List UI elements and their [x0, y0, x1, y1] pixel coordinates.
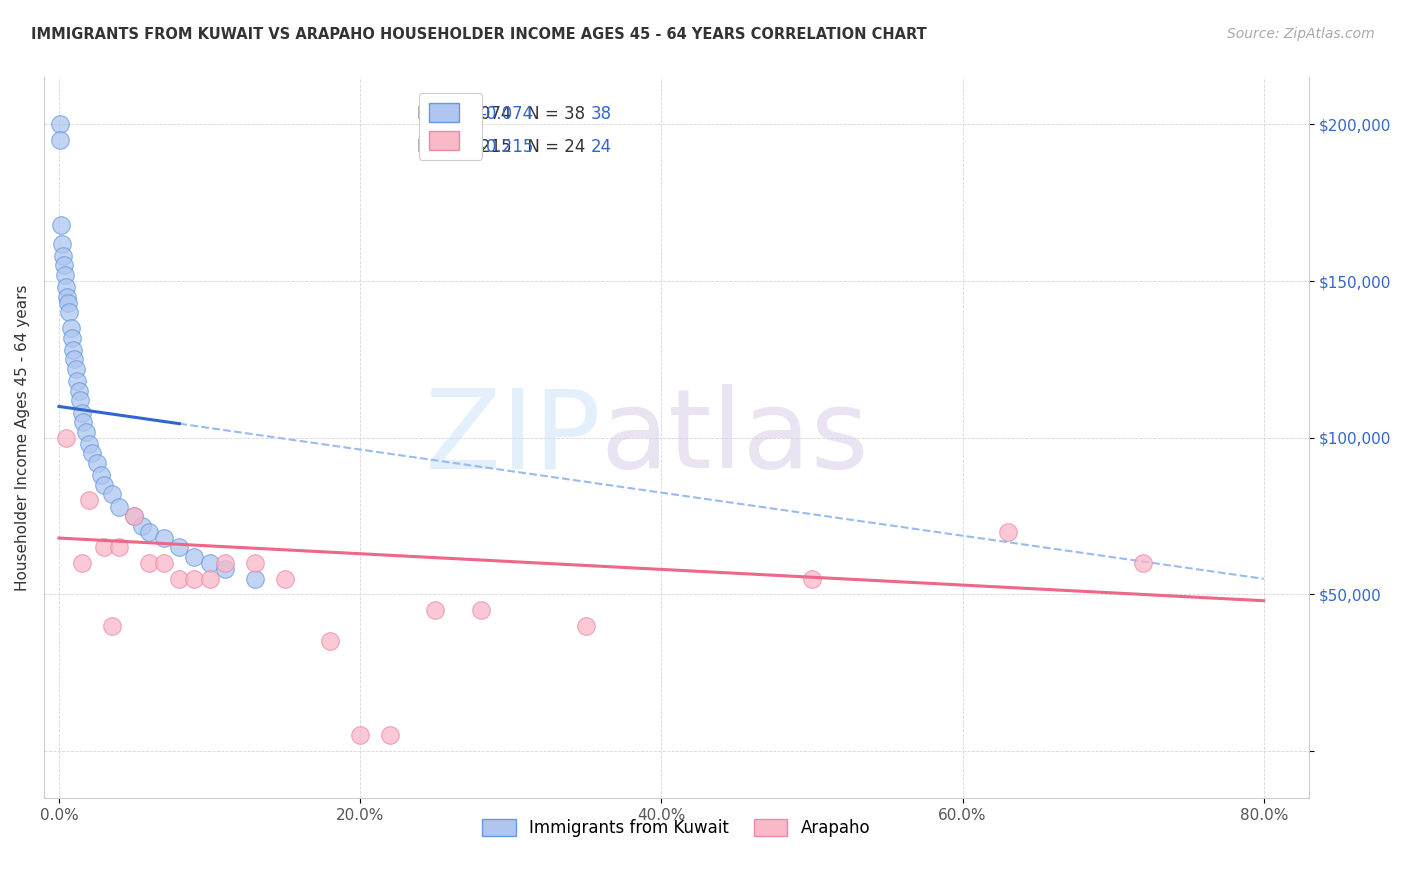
Point — [800, 572, 823, 586]
Point — [108, 500, 131, 514]
Text: R =  -0.215   N = 24: R = -0.215 N = 24 — [418, 137, 585, 156]
Point — [59, 321, 82, 335]
Text: 24: 24 — [591, 137, 612, 156]
Point — [108, 541, 131, 555]
Point — [319, 634, 342, 648]
Legend: Immigrants from Kuwait, Arapaho: Immigrants from Kuwait, Arapaho — [475, 813, 877, 844]
Point — [122, 509, 145, 524]
Point — [51, 218, 73, 232]
Point — [63, 352, 86, 367]
Point — [67, 384, 90, 398]
Point — [100, 619, 122, 633]
Point — [48, 118, 70, 132]
Point — [380, 729, 402, 743]
Point — [52, 249, 75, 263]
Point — [56, 290, 79, 304]
Text: 38: 38 — [591, 105, 612, 123]
Point — [183, 572, 205, 586]
Point — [997, 524, 1019, 539]
Point — [153, 556, 176, 570]
Point — [138, 556, 160, 570]
Point — [72, 415, 94, 429]
Point — [58, 305, 80, 319]
Point — [198, 572, 221, 586]
Text: IMMIGRANTS FROM KUWAIT VS ARAPAHO HOUSEHOLDER INCOME AGES 45 - 64 YEARS CORRELAT: IMMIGRANTS FROM KUWAIT VS ARAPAHO HOUSEH… — [31, 27, 927, 42]
Point — [274, 572, 297, 586]
Point — [86, 456, 108, 470]
Text: -0.074: -0.074 — [481, 105, 533, 123]
Point — [214, 556, 236, 570]
Point — [75, 425, 97, 439]
Point — [77, 493, 100, 508]
Point — [70, 556, 93, 570]
Text: ZIP: ZIP — [425, 384, 600, 491]
Point — [51, 236, 73, 251]
Point — [1132, 556, 1154, 570]
Point — [53, 259, 76, 273]
Point — [66, 375, 89, 389]
Point — [60, 330, 83, 344]
Point — [243, 572, 266, 586]
Point — [349, 729, 371, 743]
Point — [470, 603, 492, 617]
Point — [100, 487, 122, 501]
Text: -0.215: -0.215 — [481, 137, 534, 156]
Point — [183, 549, 205, 564]
Point — [56, 296, 79, 310]
Point — [153, 531, 176, 545]
Point — [425, 603, 447, 617]
Point — [70, 406, 93, 420]
Point — [169, 541, 191, 555]
Point — [62, 343, 84, 357]
Point — [198, 556, 221, 570]
Point — [90, 468, 112, 483]
Point — [138, 524, 160, 539]
Point — [93, 477, 115, 491]
Point — [80, 446, 103, 460]
Point — [55, 280, 77, 294]
Point — [65, 362, 87, 376]
Point — [243, 556, 266, 570]
Point — [53, 268, 76, 282]
Point — [49, 133, 72, 147]
Point — [69, 393, 91, 408]
Point — [122, 509, 145, 524]
Y-axis label: Householder Income Ages 45 - 64 years: Householder Income Ages 45 - 64 years — [15, 285, 30, 591]
Point — [214, 562, 236, 576]
Point — [93, 541, 115, 555]
Point — [55, 431, 77, 445]
Point — [131, 518, 153, 533]
Text: atlas: atlas — [600, 384, 869, 491]
Point — [77, 437, 100, 451]
Text: Source: ZipAtlas.com: Source: ZipAtlas.com — [1227, 27, 1375, 41]
Text: R =  -0.074   N = 38: R = -0.074 N = 38 — [418, 105, 585, 123]
Point — [575, 619, 598, 633]
Point — [169, 572, 191, 586]
